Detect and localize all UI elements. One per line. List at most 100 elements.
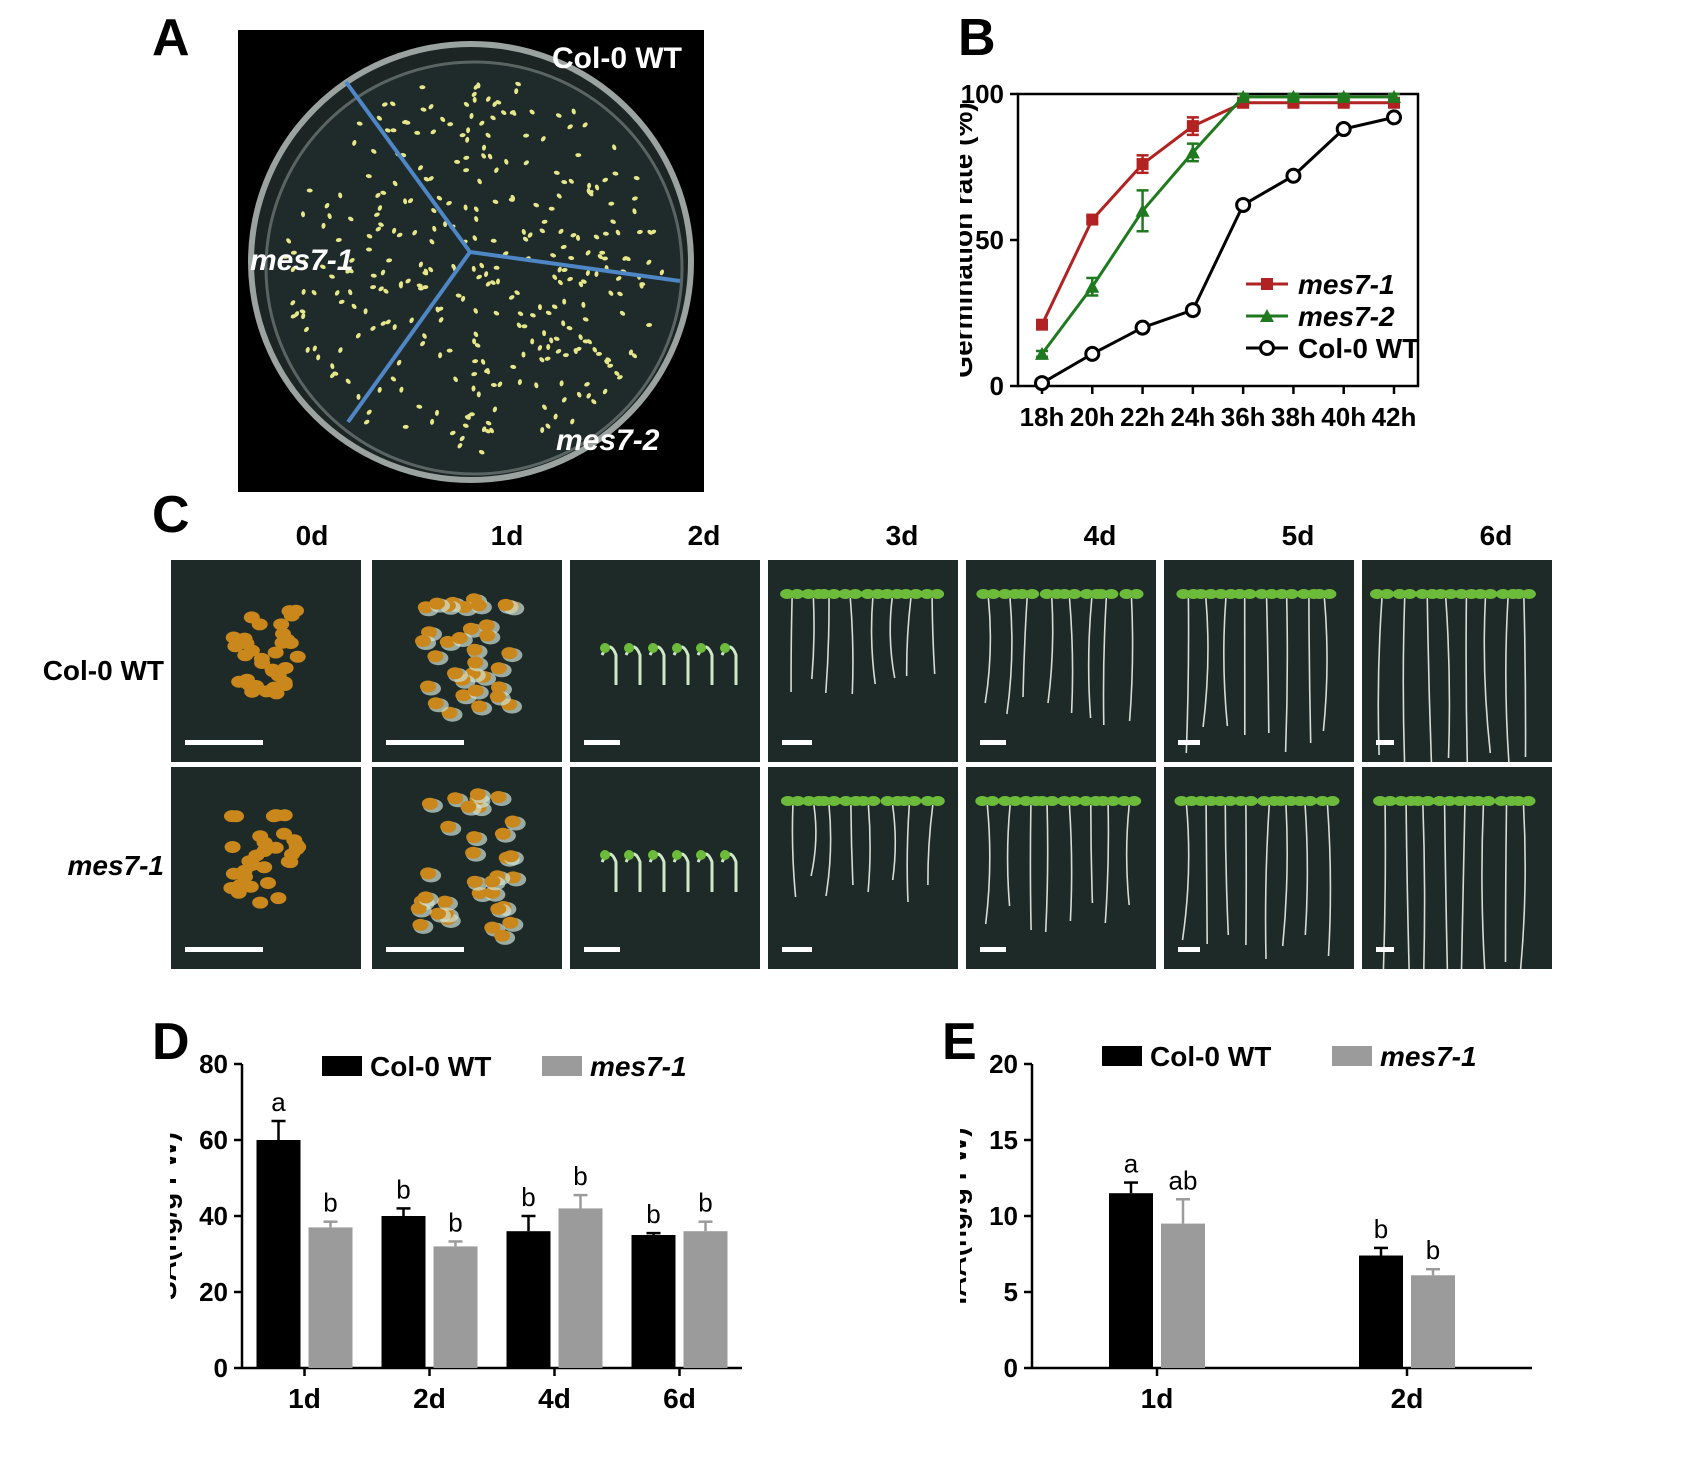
x-tick-label: 1d <box>288 1383 321 1414</box>
series-line-1 <box>1040 95 1394 355</box>
bar <box>1161 1223 1205 1368</box>
scale-bar <box>1178 947 1200 952</box>
photo-cell <box>372 767 562 969</box>
photo-cell <box>570 560 760 762</box>
x-tick-label: 22h <box>1120 402 1165 432</box>
photo-cell <box>1164 767 1354 969</box>
bar <box>433 1246 478 1368</box>
scale-bar <box>980 740 1006 745</box>
y-tick-label: 5 <box>1004 1277 1018 1307</box>
legend-swatch <box>322 1056 362 1076</box>
x-tick-label: 40h <box>1321 402 1366 432</box>
photo-cell <box>768 767 958 969</box>
data-point <box>1136 158 1149 171</box>
significance-letter: b <box>448 1207 462 1237</box>
y-tick-label: 60 <box>199 1125 228 1155</box>
significance-letter: b <box>1426 1235 1440 1265</box>
row-header-col0wt: Col-0 WT <box>42 655 164 686</box>
panel-letter-d: D <box>152 1013 190 1071</box>
data-point <box>1286 89 1301 103</box>
data-point <box>1387 89 1401 103</box>
col-header-3d: 3d <box>885 520 919 551</box>
x-tick-label: 38h <box>1271 402 1316 432</box>
row-header-mes7-1: mes7-1 <box>67 850 164 881</box>
legend-label: Col-0 WT <box>1150 1041 1271 1072</box>
x-tick-label: 36h <box>1221 402 1266 432</box>
y-tick-label: 80 <box>199 1049 228 1079</box>
photo-cell <box>966 767 1156 969</box>
bar <box>308 1227 353 1368</box>
data-point <box>1084 345 1101 362</box>
significance-letter: b <box>646 1199 660 1229</box>
x-tick-label: 18h <box>1020 402 1065 432</box>
data-point <box>1336 89 1351 103</box>
bar <box>558 1208 603 1368</box>
col-header-0d: 0d <box>295 520 329 551</box>
data-point <box>1335 121 1352 138</box>
data-point <box>1386 109 1402 126</box>
legend-label: mes7-1 <box>1380 1041 1477 1072</box>
significance-letter: b <box>1374 1214 1388 1244</box>
col-header-6d: 6d <box>1479 520 1513 551</box>
scale-bar <box>185 947 263 952</box>
data-point <box>1035 346 1049 360</box>
scale-bar <box>980 947 1006 952</box>
data-point <box>1034 375 1050 392</box>
legend-marker <box>1259 340 1275 356</box>
legend-swatch <box>542 1056 582 1076</box>
legend-swatch <box>1102 1046 1142 1066</box>
significance-letter: b <box>323 1188 337 1218</box>
x-tick-label: 24h <box>1170 402 1215 432</box>
data-point <box>1086 213 1099 226</box>
bar <box>1359 1255 1403 1368</box>
scale-bar <box>584 740 620 745</box>
bar <box>631 1235 676 1368</box>
germination-line-chart: 0 50 100 18h 20h 22h 24h 36h 38h 40h 42h Germinatio… <box>960 80 1419 432</box>
data-point <box>1186 120 1199 133</box>
legend-label: mes7-1 <box>590 1051 687 1082</box>
y-tick-label: 50 <box>975 225 1004 255</box>
photo-cell <box>171 767 361 969</box>
y-axis-label: Germination rate (%) <box>960 102 978 377</box>
petri-dish-photo: Col-0 WT mes7-1 mes7-2 <box>238 30 704 492</box>
y-tick-label: 10 <box>989 1201 1018 1231</box>
sa-bar-chart: 0 20 40 60 80 SA(ng/g FW) 1d a b 2d b b 4d b b 6d b b Col-… <box>170 1049 742 1414</box>
y-axis-label: IAA(ng/g FW) <box>960 1127 972 1304</box>
y-axis-label: SA(ng/g FW) <box>170 1132 182 1300</box>
col-header-1d: 1d <box>490 520 524 551</box>
significance-letter: ab <box>1169 1165 1198 1195</box>
y-tick-label: 15 <box>989 1125 1018 1155</box>
y-tick-label: 0 <box>214 1353 228 1383</box>
photo-cell <box>1164 560 1354 762</box>
data-point <box>1236 89 1251 103</box>
photo-cell <box>1362 560 1552 762</box>
x-tick-label: 20h <box>1070 402 1115 432</box>
data-point <box>1036 318 1048 331</box>
label-mes7-2: mes7-2 <box>556 424 660 457</box>
y-tick-label: 0 <box>1004 1353 1018 1383</box>
data-point <box>1185 145 1200 159</box>
bar <box>381 1216 426 1368</box>
x-tick-label: 4d <box>538 1383 571 1414</box>
data-point <box>1184 302 1201 319</box>
x-tick-label: 42h <box>1372 402 1417 432</box>
panel-letter-a: A <box>152 9 190 67</box>
data-point <box>1134 319 1151 336</box>
panel-letter-b: B <box>958 9 996 67</box>
scale-bar <box>1376 947 1394 952</box>
series-line-2 <box>1041 115 1395 385</box>
photo-cell <box>966 560 1156 762</box>
bar <box>1411 1275 1455 1368</box>
series-line-0 <box>1040 101 1394 326</box>
scale-bar <box>1376 740 1394 745</box>
y-tick-label: 40 <box>199 1201 228 1231</box>
scale-bar <box>584 947 620 952</box>
x-tick-label: 1d <box>1141 1383 1174 1414</box>
y-tick-label: 0 <box>990 371 1004 401</box>
y-tick-label: 20 <box>989 1049 1018 1079</box>
bar <box>1109 1193 1153 1368</box>
significance-letter: a <box>271 1087 286 1117</box>
x-tick-label: 2d <box>413 1383 446 1414</box>
scale-bar <box>1178 740 1200 745</box>
legend-label: Col-0 WT <box>370 1051 491 1082</box>
